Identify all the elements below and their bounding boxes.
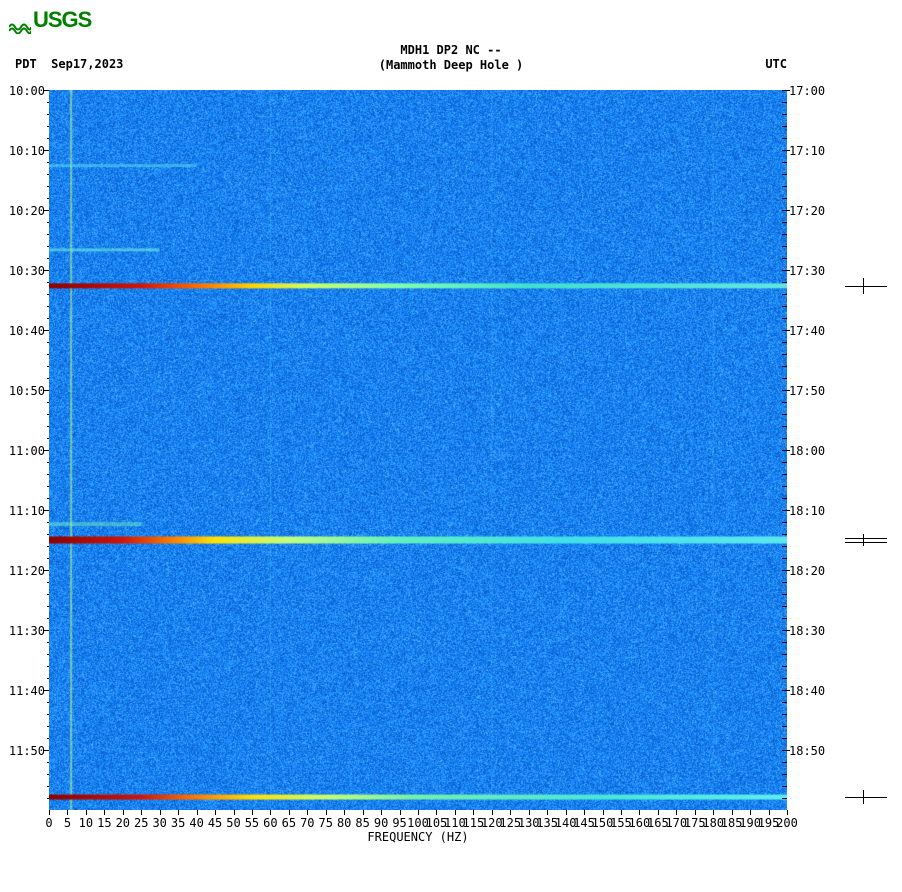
utc-tick-label: 17:50 <box>789 384 825 398</box>
pdt-tick-label: 11:30 <box>9 624 45 638</box>
pdt-tick-label: 11:40 <box>9 684 45 698</box>
x-tick-label: 5 <box>64 816 71 830</box>
pdt-tick-label: 10:50 <box>9 384 45 398</box>
x-tick-label: 35 <box>171 816 185 830</box>
utc-tick-label: 17:10 <box>789 144 825 158</box>
x-tick-label: 90 <box>374 816 388 830</box>
x-tick-label: 40 <box>189 816 203 830</box>
utc-tick-label: 17:40 <box>789 324 825 338</box>
header-center: MDH1 DP2 NC -- (Mammoth Deep Hole ) <box>5 43 897 73</box>
logo-text: USGS <box>33 7 91 32</box>
spectrogram <box>49 90 787 810</box>
x-tick-label: 85 <box>355 816 369 830</box>
x-tick-label: 0 <box>45 816 52 830</box>
x-tick-label: 60 <box>263 816 277 830</box>
pdt-tick-label: 11:00 <box>9 444 45 458</box>
pdt-tick-label: 10:20 <box>9 204 45 218</box>
pdt-tick-label: 10:00 <box>9 84 45 98</box>
pdt-tick-label: 10:10 <box>9 144 45 158</box>
utc-label: UTC <box>765 57 787 71</box>
plot-area: 10:0010:1010:2010:3010:4010:5011:0011:10… <box>5 90 897 850</box>
x-tick-label: 55 <box>245 816 259 830</box>
pdt-tick-label: 11:20 <box>9 564 45 578</box>
plot-header: PDT Sep17,2023 MDH1 DP2 NC -- (Mammoth D… <box>5 39 897 84</box>
x-tick-label: 25 <box>134 816 148 830</box>
pdt-tick-label: 10:30 <box>9 264 45 278</box>
x-axis-title: FREQUENCY (HZ) <box>49 830 787 844</box>
utc-tick-label: 18:50 <box>789 744 825 758</box>
event-side-markers <box>845 90 895 810</box>
station-name: (Mammoth Deep Hole ) <box>5 58 897 73</box>
x-tick-label: 95 <box>392 816 406 830</box>
utc-tick-label: 17:30 <box>789 264 825 278</box>
x-tick-label: 15 <box>97 816 111 830</box>
x-tick-label: 75 <box>319 816 333 830</box>
y-axis-pdt: 10:0010:1010:2010:3010:4010:5011:0011:10… <box>5 90 47 810</box>
usgs-logo: USGS <box>9 7 897 33</box>
x-tick-label: 20 <box>116 816 130 830</box>
pdt-tick-label: 10:40 <box>9 324 45 338</box>
x-tick-label: 10 <box>79 816 93 830</box>
pdt-tick-label: 11:50 <box>9 744 45 758</box>
utc-tick-label: 17:00 <box>789 84 825 98</box>
x-tick-label: 65 <box>282 816 296 830</box>
x-tick-label: 45 <box>208 816 222 830</box>
usgs-wave-icon <box>9 14 31 28</box>
utc-tick-label: 17:20 <box>789 204 825 218</box>
utc-tick-label: 18:20 <box>789 564 825 578</box>
x-axis-frequency: FREQUENCY (HZ) 0510152025303540455055606… <box>49 810 787 850</box>
spectrogram-canvas <box>49 90 787 810</box>
utc-tick-label: 18:10 <box>789 504 825 518</box>
x-tick-label: 80 <box>337 816 351 830</box>
x-tick-label: 70 <box>300 816 314 830</box>
x-tick-label: 200 <box>776 816 798 830</box>
utc-tick-label: 18:00 <box>789 444 825 458</box>
station-code: MDH1 DP2 NC -- <box>5 43 897 58</box>
pdt-tick-label: 11:10 <box>9 504 45 518</box>
utc-tick-label: 18:40 <box>789 684 825 698</box>
x-tick-label: 30 <box>152 816 166 830</box>
y-axis-utc: 17:0017:1017:2017:3017:4017:5018:0018:10… <box>787 90 831 810</box>
utc-tick-label: 18:30 <box>789 624 825 638</box>
x-tick-label: 50 <box>226 816 240 830</box>
